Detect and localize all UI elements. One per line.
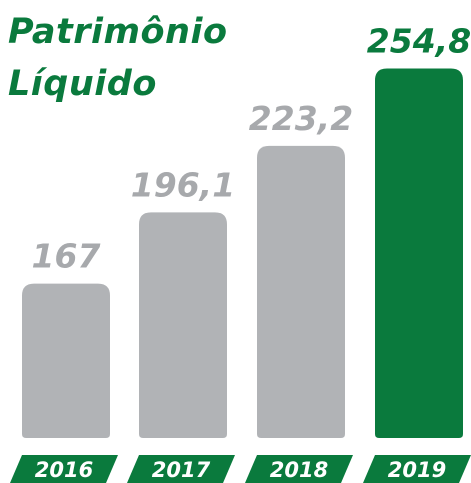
chart-title: Patrimônio Líquido <box>8 12 228 104</box>
x-tick-label: 2019 <box>388 458 446 482</box>
x-tick-label: 2016 <box>35 458 93 482</box>
year-tab <box>10 455 118 483</box>
year-tab <box>363 455 471 483</box>
x-tick-label: 2018 <box>270 458 328 482</box>
value-label: 167 <box>32 237 101 276</box>
x-tick-label: 2017 <box>152 458 211 482</box>
year-tab <box>127 455 235 483</box>
value-label: 254,8 <box>367 21 471 60</box>
bar <box>257 145 345 438</box>
value-label: 196,1 <box>131 165 235 204</box>
bar <box>375 68 463 439</box>
bar <box>22 283 110 438</box>
year-tab <box>245 455 353 483</box>
value-label: 223,2 <box>249 99 353 138</box>
bar <box>139 212 227 438</box>
